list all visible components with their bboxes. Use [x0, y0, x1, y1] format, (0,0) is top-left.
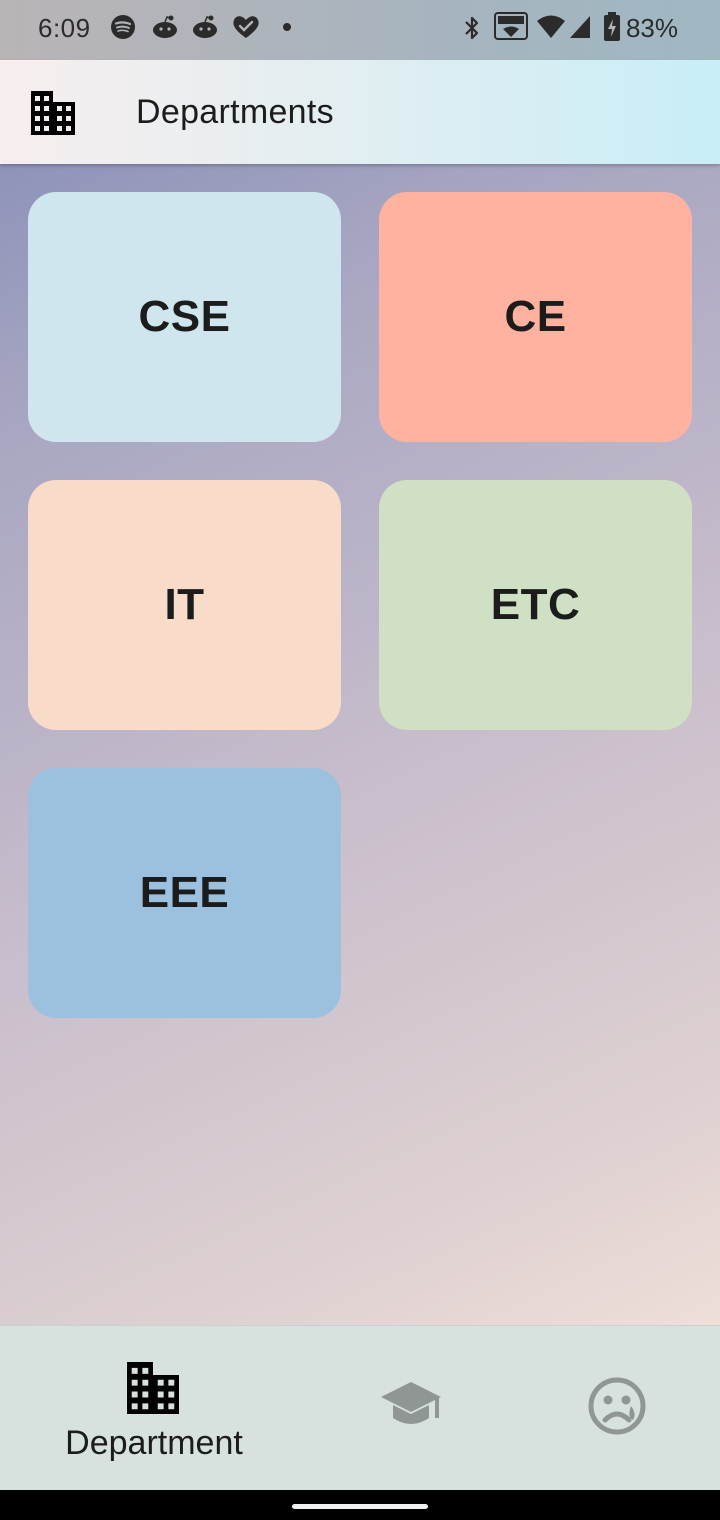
nav-item-label: Department [65, 1424, 243, 1462]
reddit-icon [193, 15, 217, 38]
battery-charging-icon [604, 12, 620, 41]
wifi-icon [537, 15, 565, 38]
signal-icon [570, 16, 590, 38]
department-label: CE [504, 292, 567, 341]
building-icon [31, 91, 75, 135]
department-tile-ce[interactable]: CE [379, 192, 692, 442]
system-navigation-bar [0, 1490, 720, 1520]
battery-percentage: 83% [625, 13, 678, 43]
bluetooth-icon [465, 16, 479, 40]
nav-item-students[interactable] [335, 1326, 485, 1491]
department-tile-it[interactable]: IT [28, 480, 341, 730]
app-bar: Departments [0, 60, 720, 164]
bottom-navigation: Department [0, 1325, 720, 1491]
nav-item-profile[interactable] [545, 1326, 690, 1491]
nav-item-department[interactable]: Department [40, 1326, 268, 1491]
status-time: 6:09 [38, 13, 91, 43]
heart-check-icon [233, 16, 259, 38]
page-title: Departments [136, 93, 334, 131]
dot-icon [283, 23, 291, 31]
department-label: CSE [138, 292, 231, 341]
sad-face-icon [588, 1377, 646, 1435]
graduation-cap-icon [381, 1382, 441, 1424]
reddit-icon [153, 15, 177, 38]
department-label: EEE [139, 868, 230, 917]
building-icon [127, 1362, 179, 1414]
department-label: ETC [490, 580, 581, 629]
department-label: IT [164, 580, 205, 629]
department-tile-etc[interactable]: ETC [379, 480, 692, 730]
vowifi-icon [494, 12, 528, 40]
department-tile-eee[interactable]: EEE [28, 768, 341, 1018]
department-tile-cse[interactable]: CSE [28, 192, 341, 442]
spotify-icon [111, 15, 135, 39]
home-indicator[interactable] [292, 1504, 428, 1509]
status-bar: 6:09 [0, 0, 720, 60]
